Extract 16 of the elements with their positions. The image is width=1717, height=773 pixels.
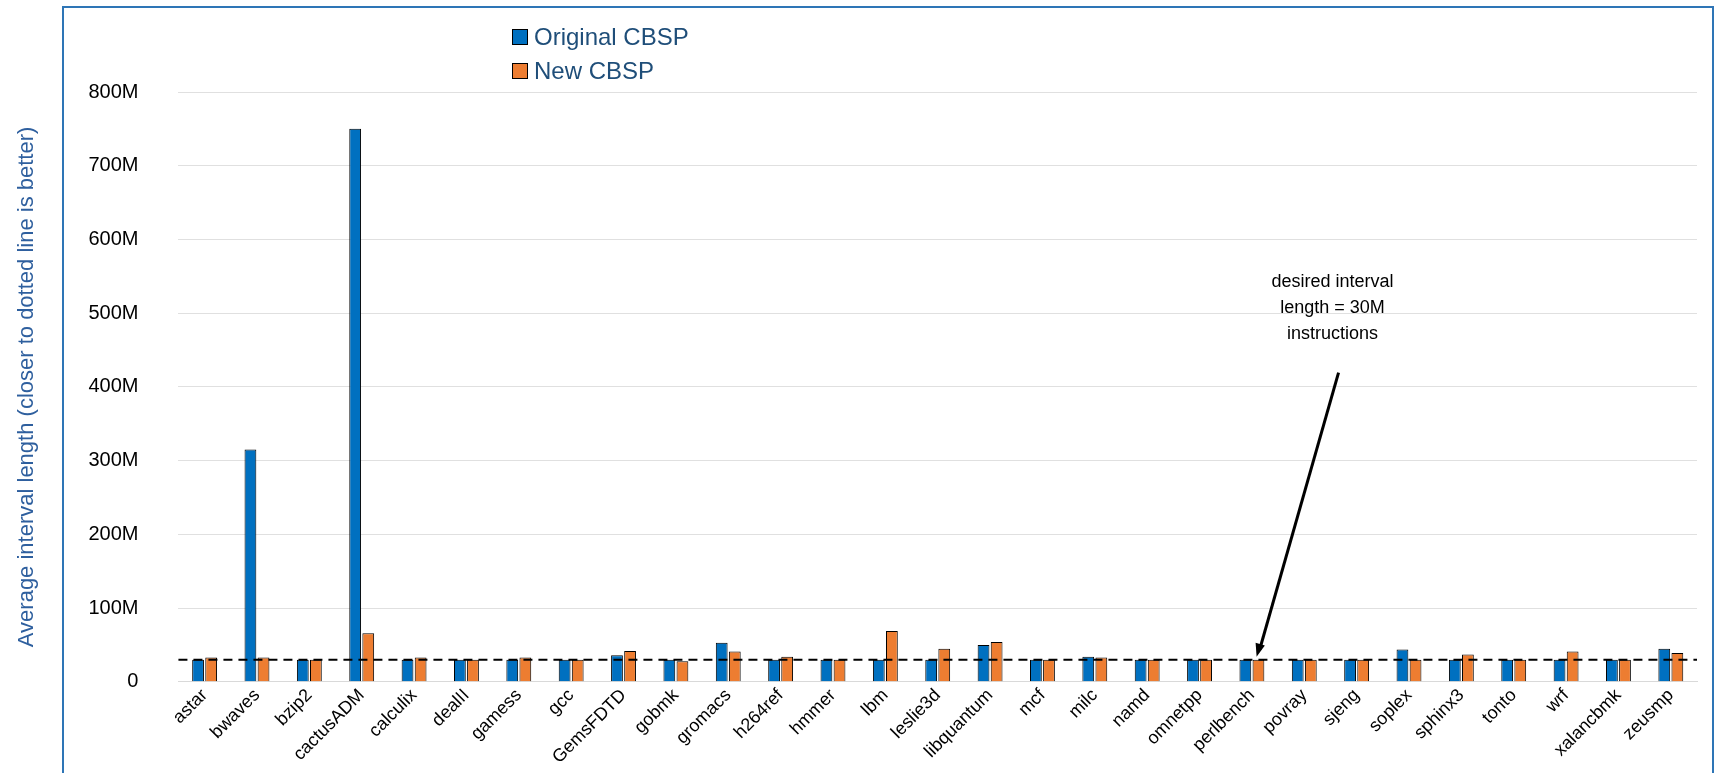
legend-label: Original CBSP (534, 23, 689, 51)
y-tick-label: 800M (88, 79, 139, 102)
y-tick-label: 200M (88, 521, 139, 544)
y-tick-label: 0 (127, 669, 139, 692)
y-tick-label: 400M (88, 374, 139, 397)
x-tick-label: mcf (1014, 683, 1050, 720)
y-tick-label: 600M (88, 226, 139, 249)
x-tick-label: lbm (857, 684, 892, 720)
annotation: desired interval length = 30M instructions (1271, 270, 1394, 343)
y-axis-title: Average interval length (closer to dotted line is better) (13, 126, 39, 648)
y-tick-label: 300M (88, 448, 139, 471)
y-tick-label: 100M (88, 595, 139, 618)
x-tick-label: milc (1064, 684, 1102, 722)
y-tick-label: 500M (88, 300, 139, 323)
legend-label: New CBSP (534, 57, 655, 85)
y-tick-label: 700M (88, 153, 139, 176)
